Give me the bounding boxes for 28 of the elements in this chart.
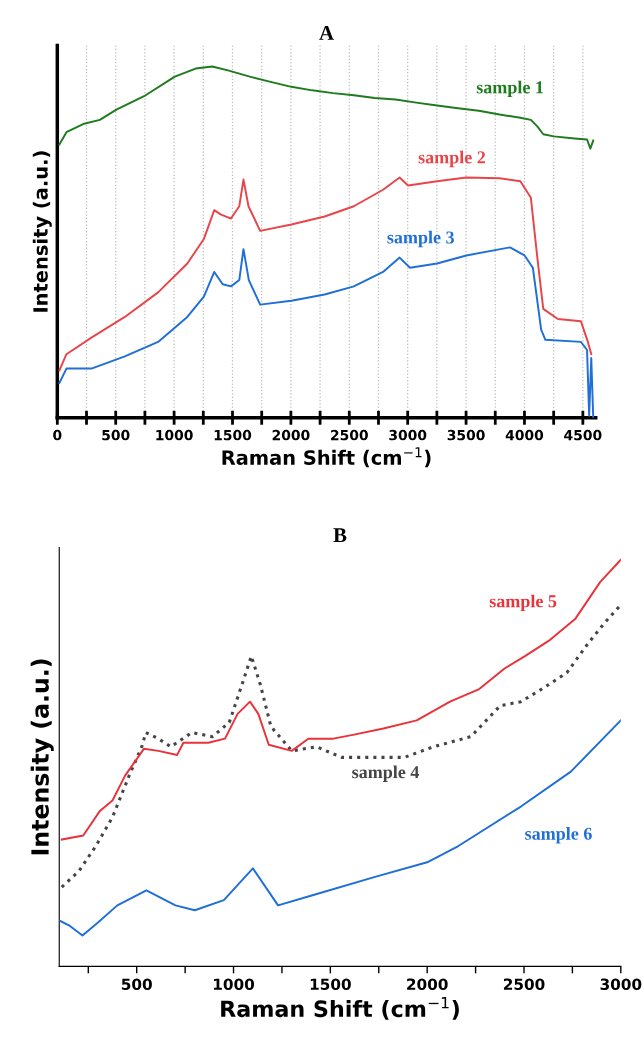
x-tick-label: 2500 <box>331 429 368 441</box>
x-tick-label: 1000 <box>156 429 193 441</box>
x-axis-title: Raman Shift (cm$^{−1}$) <box>221 997 459 1020</box>
x-tick-label: 0 <box>53 429 62 441</box>
series-label: sample 3 <box>387 230 454 248</box>
x-tick-label: 3000 <box>600 978 642 991</box>
x-tick-label: 2000 <box>272 429 310 441</box>
x-tick-label: 1000 <box>213 978 255 991</box>
series-label: sample 4 <box>352 765 420 782</box>
chart-title: A <box>319 26 334 40</box>
x-axis-title: Raman Shift (cm$^{−1}$) <box>222 447 431 468</box>
x-tick-label: 2000 <box>407 978 448 991</box>
x-tick-label: 3000 <box>389 429 427 441</box>
x-tick-label: 4500 <box>564 429 602 441</box>
x-tick-label: 4000 <box>505 429 544 441</box>
series-label: sample 6 <box>525 827 592 844</box>
y-axis-title: Intensity (a.u.) <box>32 151 52 312</box>
x-tick-label: 500 <box>102 429 130 441</box>
series-label: sample 5 <box>489 594 557 612</box>
series-label: sample 2 <box>418 150 486 168</box>
x-tick-label: 3500 <box>447 429 485 441</box>
x-tick-label: 2500 <box>503 978 545 991</box>
x-tick-label: 1500 <box>310 978 351 991</box>
x-tick-label: 1500 <box>214 429 252 441</box>
series-label: sample 1 <box>476 80 544 98</box>
y-axis-title: Intensity (a.u.) <box>30 659 54 855</box>
chart-title: B <box>333 528 347 543</box>
x-tick-label: 500 <box>121 978 152 991</box>
